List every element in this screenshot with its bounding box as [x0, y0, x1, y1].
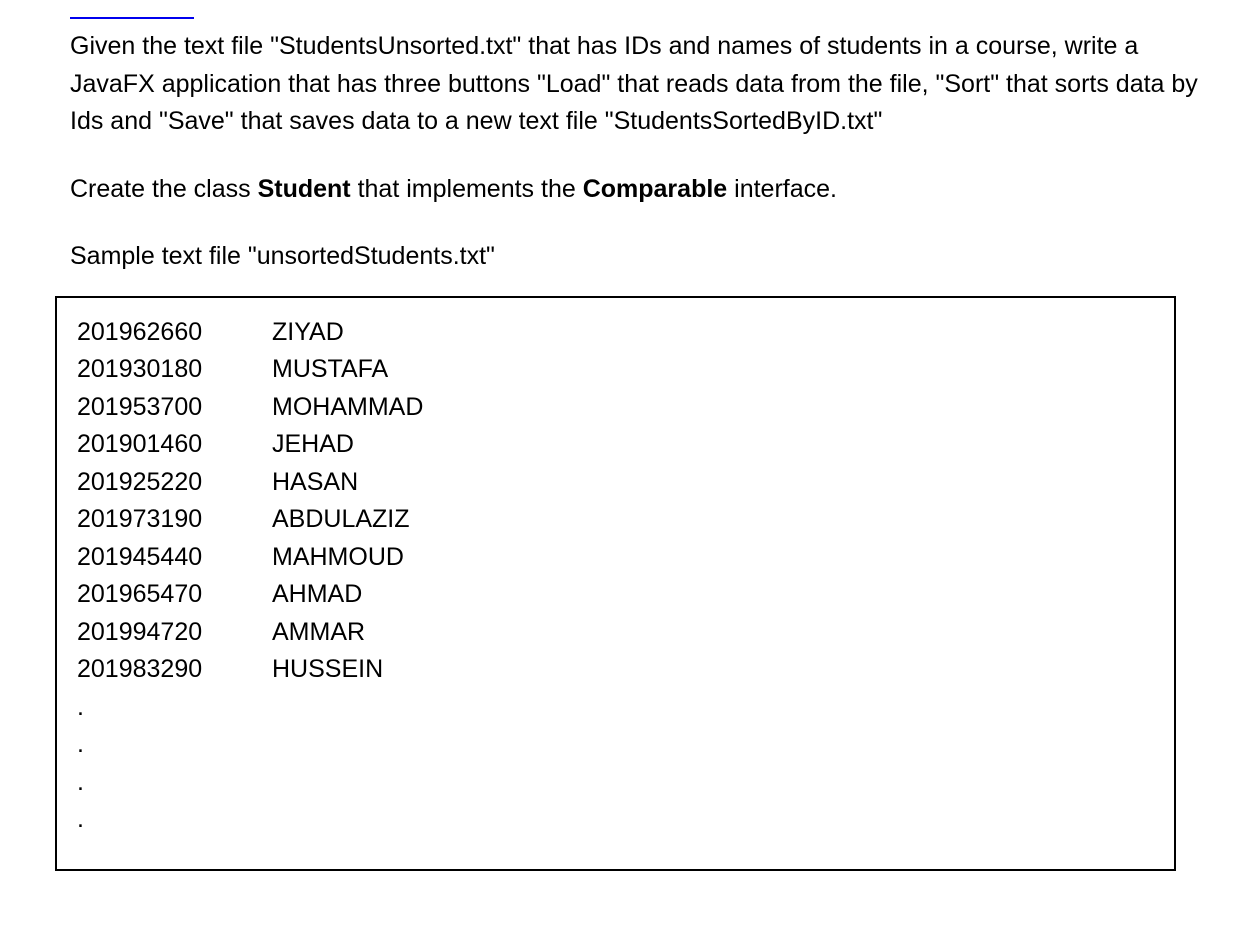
student-name: ABDULAZIZ	[272, 501, 1154, 539]
student-id: 201962660	[77, 314, 272, 352]
ellipsis-dot: .	[77, 689, 1154, 727]
student-name: JEHAD	[272, 426, 1154, 464]
student-row: 201945440MAHMOUD	[77, 539, 1154, 577]
interface-name-comparable: Comparable	[583, 175, 727, 203]
student-row: 201994720AMMAR	[77, 614, 1154, 652]
student-id: 201930180	[77, 351, 272, 389]
instruction-suffix: interface.	[727, 175, 837, 203]
student-row: 201962660ZIYAD	[77, 314, 1154, 352]
student-id: 201973190	[77, 501, 272, 539]
class-instruction: Create the class Student that implements…	[70, 171, 1206, 209]
student-row: 201953700MOHAMMAD	[77, 389, 1154, 427]
student-row: 201925220HASAN	[77, 464, 1154, 502]
class-name-student: Student	[258, 175, 351, 203]
student-id: 201994720	[77, 614, 272, 652]
problem-statement: Given the text file "StudentsUnsorted.tx…	[70, 28, 1206, 141]
ellipsis-dot: .	[77, 764, 1154, 802]
student-row: 201965470AHMAD	[77, 576, 1154, 614]
student-id: 201925220	[77, 464, 272, 502]
instruction-prefix: Create the class	[70, 175, 258, 203]
student-id: 201965470	[77, 576, 272, 614]
student-name: MUSTAFA	[272, 351, 1154, 389]
student-name: MAHMOUD	[272, 539, 1154, 577]
ellipsis-dot: .	[77, 801, 1154, 839]
sample-file-label: Sample text file "unsortedStudents.txt"	[70, 238, 1206, 276]
sample-file-content-box: 201962660ZIYAD201930180MUSTAFA201953700M…	[55, 296, 1176, 871]
instruction-mid: that implements the	[351, 175, 583, 203]
student-row: 201983290HUSSEIN	[77, 651, 1154, 689]
student-id: 201901460	[77, 426, 272, 464]
student-id: 201953700	[77, 389, 272, 427]
student-name: HUSSEIN	[272, 651, 1154, 689]
student-row: 201973190ABDULAZIZ	[77, 501, 1154, 539]
ellipsis-dot: .	[77, 726, 1154, 764]
link-underline-fragment	[70, 17, 194, 19]
student-id: 201945440	[77, 539, 272, 577]
student-name: ZIYAD	[272, 314, 1154, 352]
student-name: HASAN	[272, 464, 1154, 502]
student-row: 201901460JEHAD	[77, 426, 1154, 464]
student-name: MOHAMMAD	[272, 389, 1154, 427]
student-row: 201930180MUSTAFA	[77, 351, 1154, 389]
student-id: 201983290	[77, 651, 272, 689]
student-name: AMMAR	[272, 614, 1154, 652]
student-name: AHMAD	[272, 576, 1154, 614]
